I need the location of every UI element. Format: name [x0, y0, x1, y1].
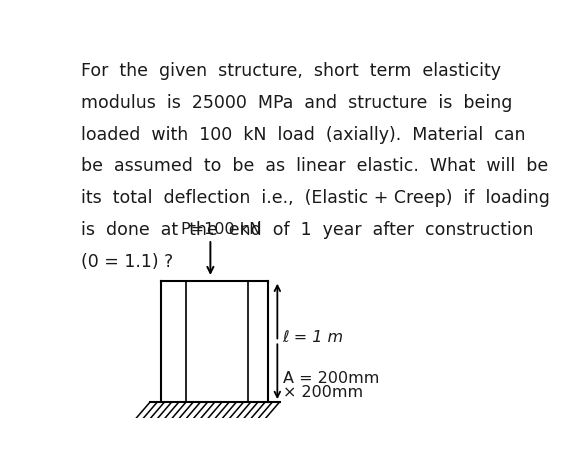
Text: be  assumed  to  be  as  linear  elastic.  What  will  be: be assumed to be as linear elastic. What…	[81, 157, 548, 175]
Text: (0 = 1.1) ?: (0 = 1.1) ?	[81, 253, 173, 271]
Text: × 200mm: × 200mm	[283, 385, 363, 400]
Text: its  total  deflection  i.e.,  (Elastic + Creep)  if  loading: its total deflection i.e., (Elastic + Cr…	[81, 189, 550, 207]
Text: is  done  at  the  end  of  1  year  after  construction: is done at the end of 1 year after const…	[81, 221, 533, 239]
Text: P=100 kN: P=100 kN	[181, 222, 262, 237]
Text: modulus  is  25000  MPa  and  structure  is  being: modulus is 25000 MPa and structure is be…	[81, 94, 512, 112]
Text: ℓ = 1 m: ℓ = 1 m	[283, 330, 344, 345]
Text: A = 200mm: A = 200mm	[283, 371, 379, 386]
Text: loaded  with  100  kN  load  (axially).  Material  can: loaded with 100 kN load (axially). Mater…	[81, 125, 525, 143]
Text: For  the  given  structure,  short  term  elasticity: For the given structure, short term elas…	[81, 62, 501, 80]
